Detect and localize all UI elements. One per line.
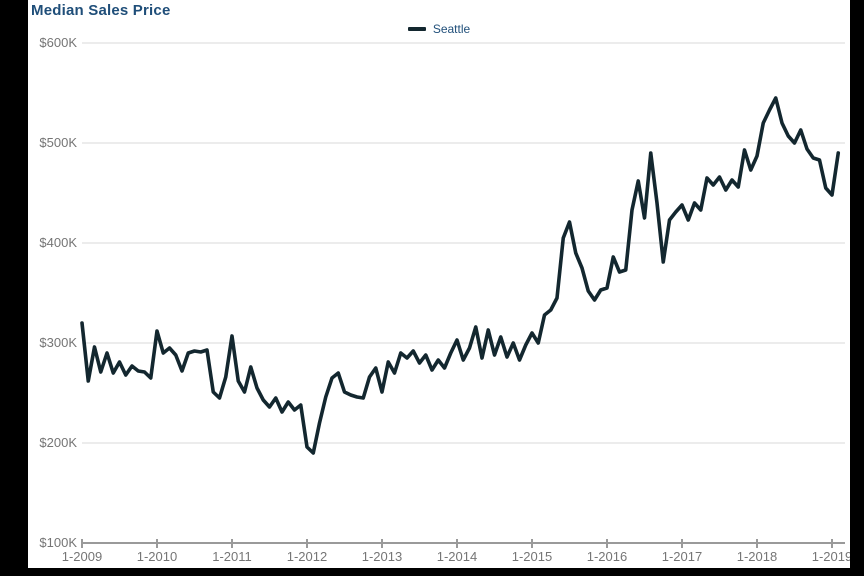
y-tick-label: $200K	[39, 435, 77, 450]
x-tick-label: 1-2013	[362, 549, 402, 564]
y-tick-label: $300K	[39, 335, 77, 350]
y-axis-labels: $600K $500K $400K $300K $200K $100K	[39, 35, 77, 550]
y-tick-label: $500K	[39, 135, 77, 150]
x-tick-label: 1-2009	[62, 549, 102, 564]
x-axis-ticks	[81, 539, 833, 548]
x-tick-label: 1-2015	[512, 549, 552, 564]
y-tick-label: $600K	[39, 35, 77, 50]
x-tick-label: 1-2018	[737, 549, 777, 564]
x-tick-label: 1-2011	[212, 549, 252, 564]
left-letterbox-bar	[0, 0, 28, 576]
y-gridlines	[82, 42, 845, 444]
right-letterbox-bar	[850, 0, 864, 576]
chart-legend: Seattle	[28, 22, 850, 36]
y-tick-label: $100K	[39, 535, 77, 550]
x-tick-label: 1-2012	[287, 549, 327, 564]
seattle-series-label: Seattle	[432, 22, 471, 36]
page-title: Median Sales Price	[31, 2, 171, 19]
x-tick-label: 1-2017	[662, 549, 702, 564]
seattle-series-swatch	[407, 27, 426, 31]
bottom-letterbox-bar	[0, 568, 864, 576]
x-tick-label: 1-2010	[137, 549, 177, 564]
y-tick-label: $400K	[39, 235, 77, 250]
x-tick-label: 1-2014	[437, 549, 477, 564]
x-axis-labels: 1-2009 1-2010 1-2011 1-2012 1-2013 1-2014 1-20…	[62, 549, 852, 564]
x-tick-label: 1-2016	[587, 549, 627, 564]
x-tick-label: 1-2019	[812, 549, 852, 564]
seattle-price-line	[80, 96, 841, 455]
